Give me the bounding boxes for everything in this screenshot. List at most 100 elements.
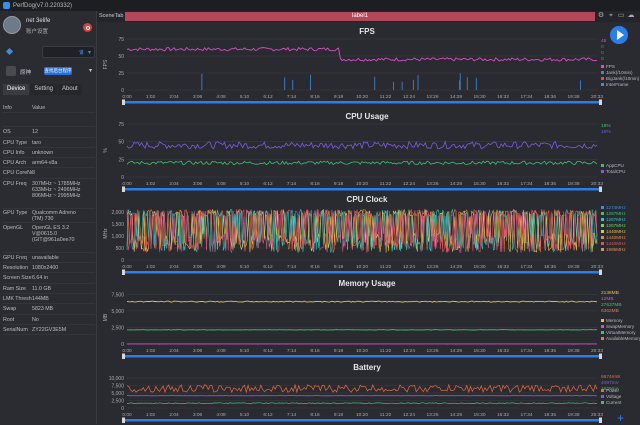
device-select[interactable]: ᯾ ▾ bbox=[42, 46, 95, 58]
y-tick-label: 2,500 bbox=[111, 325, 124, 331]
legend-swatch bbox=[601, 77, 604, 80]
x-tick-label: 18:36 bbox=[544, 264, 556, 270]
time-slider-handle-left bbox=[122, 418, 125, 424]
x-tick-label: 6:12 bbox=[263, 348, 273, 354]
legend-label: AppCPU bbox=[606, 163, 624, 168]
current-value-label: 0 bbox=[601, 50, 604, 56]
x-tick-label: 0:00 bbox=[122, 412, 132, 418]
x-tick-label: 7:14 bbox=[287, 412, 297, 418]
info-key: Root bbox=[3, 315, 32, 324]
legend-swatch bbox=[601, 71, 604, 74]
info-key: OpenGL bbox=[3, 225, 32, 252]
info-value: unavailable bbox=[32, 253, 95, 262]
current-value-label: 2138MB bbox=[601, 290, 619, 296]
info-key: CPU CoreNum bbox=[3, 168, 32, 177]
y-tick-label: 25 bbox=[118, 157, 124, 163]
time-slider-track bbox=[123, 355, 601, 358]
x-tick-label: 7:14 bbox=[287, 181, 297, 187]
x-tick-label: 14:28 bbox=[450, 264, 462, 270]
x-tick-label: 10:20 bbox=[356, 348, 368, 354]
tab-setting[interactable]: Setting bbox=[30, 84, 57, 95]
wifi-icon: ᯾ bbox=[79, 48, 84, 56]
x-tick-label: 16:32 bbox=[497, 412, 509, 418]
time-slider-handle-left bbox=[122, 100, 125, 106]
x-tick-label: 20:33 bbox=[591, 412, 603, 418]
x-tick-label: 0:00 bbox=[122, 348, 132, 354]
x-tick-label: 13:26 bbox=[426, 94, 438, 100]
sidebar: net 3elife 账户设置 ᯾ ▾ 原神 查找后台程序 ▾ Device S… bbox=[0, 11, 97, 424]
y-tick-label: 10,000 bbox=[109, 376, 125, 382]
add-icon[interactable]: + bbox=[617, 412, 624, 424]
chevron-down-icon[interactable]: ▾ bbox=[89, 67, 92, 74]
legend-label: 1267MHz bbox=[606, 223, 626, 228]
app-row[interactable]: 原神 查找后台程序 ▾ bbox=[3, 64, 95, 78]
find-background-badge[interactable]: 查找后台程序 bbox=[44, 67, 72, 75]
info-header: Info Value bbox=[3, 103, 95, 113]
legend-swatch bbox=[601, 395, 604, 398]
account-settings-link[interactable]: 账户设置 bbox=[26, 27, 48, 35]
legend-swatch bbox=[601, 212, 604, 215]
x-tick-label: 1:02 bbox=[146, 264, 156, 270]
app-icon bbox=[6, 66, 16, 76]
y-tick-label: 50 bbox=[118, 54, 124, 60]
fps-series-line bbox=[127, 48, 597, 62]
x-tick-label: 10:20 bbox=[356, 264, 368, 270]
x-tick-label: 17:34 bbox=[520, 264, 532, 270]
info-row: LMK Threshold144MB bbox=[3, 294, 95, 304]
y-axis-label: MHz bbox=[103, 228, 109, 239]
x-tick-label: 2:04 bbox=[169, 94, 179, 100]
info-row: CPU CoreNum8 bbox=[3, 168, 95, 178]
x-tick-label: 3:06 bbox=[193, 264, 203, 270]
legend-label: 1440MHz bbox=[606, 229, 626, 234]
total-cpu-series-line bbox=[127, 142, 597, 149]
x-tick-label: 19:38 bbox=[567, 412, 579, 418]
info-value: taro bbox=[32, 138, 95, 147]
current-value-label: 12MB bbox=[601, 296, 614, 302]
x-tick-label: 16:32 bbox=[497, 348, 509, 354]
current-value-label: 0 bbox=[601, 56, 604, 62]
x-tick-label: 5:10 bbox=[240, 348, 250, 354]
power-button[interactable] bbox=[83, 23, 92, 32]
legend-label: 1995MHz bbox=[606, 247, 626, 252]
current-value-label: 4097mV bbox=[601, 380, 620, 386]
time-slider-track bbox=[123, 271, 601, 274]
legend-label: Current bbox=[606, 400, 622, 405]
legend-swatch bbox=[601, 401, 604, 404]
tab-about[interactable]: About bbox=[58, 84, 82, 95]
x-tick-label: 8:16 bbox=[310, 94, 320, 100]
x-tick-label: 3:06 bbox=[193, 94, 203, 100]
info-value: No bbox=[32, 315, 95, 324]
y-tick-label: 7,500 bbox=[111, 292, 124, 298]
window-title: PerfDog(v7.0.220332) bbox=[13, 3, 72, 9]
legend-swatch bbox=[601, 337, 604, 340]
avatar[interactable] bbox=[3, 16, 21, 34]
x-tick-label: 14:28 bbox=[450, 94, 462, 100]
legend-swatch bbox=[601, 218, 604, 221]
time-slider-handle-right bbox=[599, 100, 602, 106]
x-tick-label: 2:04 bbox=[169, 264, 179, 270]
user-name: net 3elife bbox=[26, 18, 50, 24]
device-row: ᯾ ▾ bbox=[3, 46, 95, 58]
x-tick-label: 4:08 bbox=[216, 181, 226, 187]
x-tick-label: 8:16 bbox=[310, 264, 320, 270]
info-header-key: Info bbox=[3, 103, 32, 112]
device-icon bbox=[6, 48, 13, 55]
info-value: unknown bbox=[32, 148, 95, 157]
play-button[interactable] bbox=[610, 26, 628, 44]
y-tick-label: 500 bbox=[116, 246, 125, 252]
info-key: Screen Size bbox=[3, 273, 32, 282]
x-tick-label: 0:00 bbox=[122, 264, 132, 270]
x-tick-label: 17:34 bbox=[520, 94, 532, 100]
x-tick-label: 9:18 bbox=[334, 412, 344, 418]
x-tick-label: 3:06 bbox=[193, 412, 203, 418]
legend-swatch bbox=[601, 65, 604, 68]
legend-label: Jank(/10min) bbox=[606, 70, 633, 75]
x-tick-label: 15:30 bbox=[473, 264, 485, 270]
tab-device[interactable]: Device bbox=[3, 84, 29, 95]
